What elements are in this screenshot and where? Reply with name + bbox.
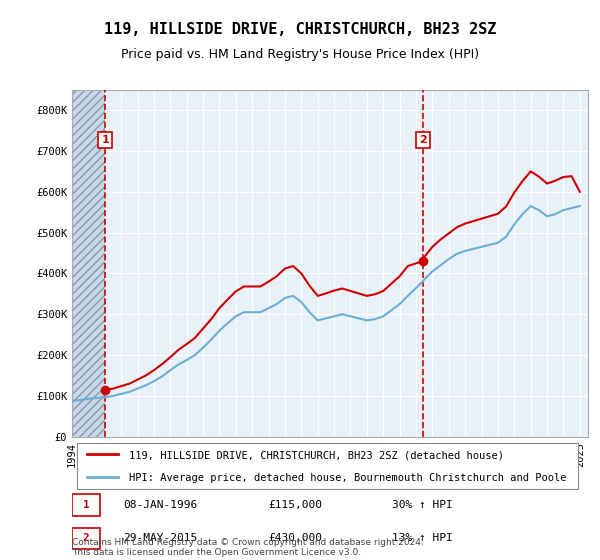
- Text: 29-MAY-2015: 29-MAY-2015: [124, 533, 198, 543]
- Text: 119, HILLSIDE DRIVE, CHRISTCHURCH, BH23 2SZ: 119, HILLSIDE DRIVE, CHRISTCHURCH, BH23 …: [104, 22, 496, 38]
- Text: 13% ↑ HPI: 13% ↑ HPI: [392, 533, 452, 543]
- Text: Contains HM Land Registry data © Crown copyright and database right 2024.
This d: Contains HM Land Registry data © Crown c…: [72, 538, 424, 557]
- Text: 30% ↑ HPI: 30% ↑ HPI: [392, 500, 452, 510]
- Text: Price paid vs. HM Land Registry's House Price Index (HPI): Price paid vs. HM Land Registry's House …: [121, 48, 479, 60]
- Bar: [72, 90, 105, 437]
- FancyBboxPatch shape: [77, 444, 578, 489]
- Text: £430,000: £430,000: [268, 533, 322, 543]
- Text: HPI: Average price, detached house, Bournemouth Christchurch and Poole: HPI: Average price, detached house, Bour…: [129, 473, 566, 483]
- Text: £115,000: £115,000: [268, 500, 322, 510]
- FancyBboxPatch shape: [72, 494, 100, 516]
- Text: 2: 2: [83, 533, 89, 543]
- Text: 2: 2: [419, 135, 427, 145]
- Bar: [72, 90, 105, 437]
- Text: 119, HILLSIDE DRIVE, CHRISTCHURCH, BH23 2SZ (detached house): 119, HILLSIDE DRIVE, CHRISTCHURCH, BH23 …: [129, 451, 504, 461]
- Text: 1: 1: [83, 500, 89, 510]
- Text: 08-JAN-1996: 08-JAN-1996: [124, 500, 198, 510]
- Text: 1: 1: [101, 135, 109, 145]
- FancyBboxPatch shape: [72, 528, 100, 549]
